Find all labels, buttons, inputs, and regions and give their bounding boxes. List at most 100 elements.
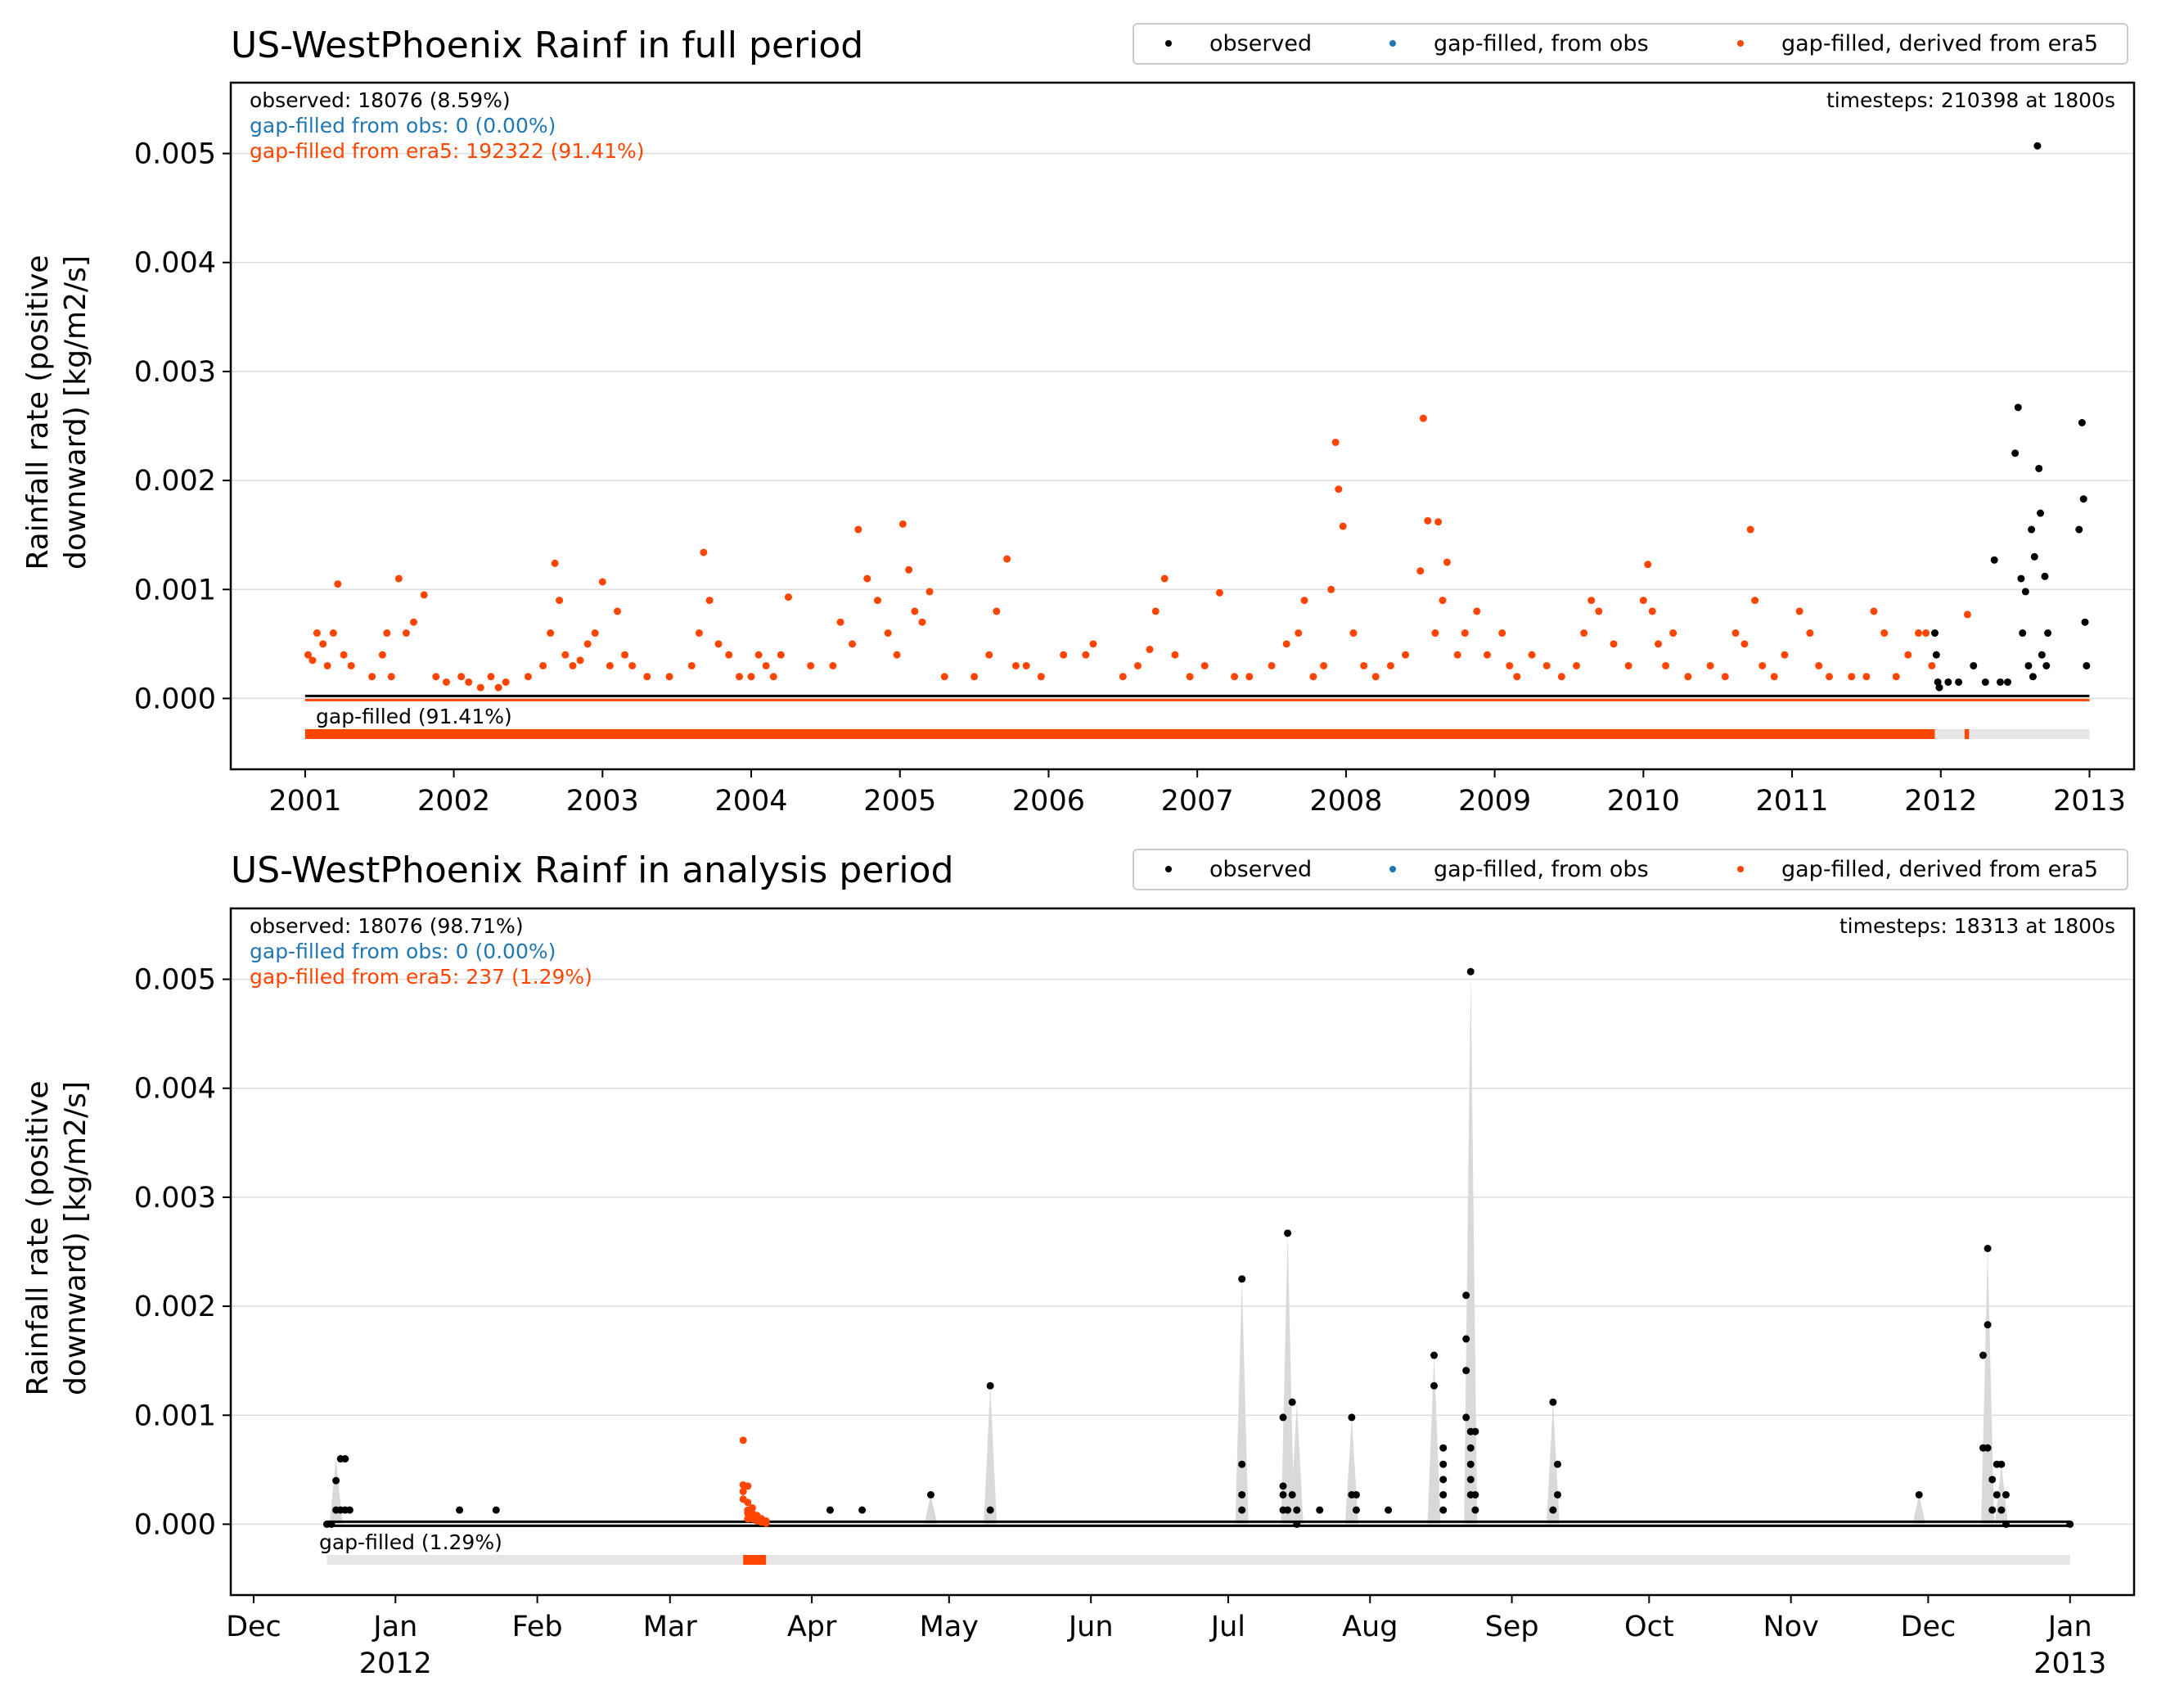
data-point-gapfilled_era5 xyxy=(884,629,892,638)
data-point-observed xyxy=(986,1381,994,1390)
data-point-gapfilled_era5 xyxy=(1770,673,1778,681)
data-point-gapfilled_era5 xyxy=(1862,673,1871,681)
data-point-gapfilled_era5 xyxy=(739,1487,747,1495)
data-point-gapfilled_era5 xyxy=(893,651,901,659)
data-point-gapfilled_era5 xyxy=(347,661,355,669)
x-tick-label: Jan xyxy=(2047,1611,2092,1643)
data-point-gapfilled_era5 xyxy=(739,1436,747,1444)
peak-shade xyxy=(924,1494,938,1525)
chart-panel-analysis-period: US-WestPhoenix Rainf in analysis period … xyxy=(21,849,2136,1680)
data-point-observed xyxy=(1293,1506,1301,1514)
data-point-observed xyxy=(2021,588,2029,596)
x-ticks: Dec Jan 2012 Feb Mar Apr May Jun Jul Aug Sep Oct Nov… xyxy=(226,1595,2106,1680)
data-point-gapfilled_era5 xyxy=(1904,651,1912,659)
x-tick-label: 2008 xyxy=(1309,785,1382,818)
data-point-gapfilled_era5 xyxy=(323,661,331,669)
x-tick-label: 2012 xyxy=(1904,785,1977,818)
data-point-observed xyxy=(345,1506,353,1514)
y-tick-label: 0.002 xyxy=(134,1291,216,1323)
gap-bar-label: gap-filled (91.41%) xyxy=(316,705,512,728)
y-tick-label: 0.001 xyxy=(134,574,216,606)
data-point-observed xyxy=(1279,1482,1287,1490)
data-point-observed xyxy=(1439,1444,1448,1452)
data-point-gapfilled_era5 xyxy=(628,661,637,669)
data-point-observed xyxy=(1439,1490,1448,1498)
data-point-observed xyxy=(1430,1351,1439,1359)
data-point-observed xyxy=(1984,1444,1992,1452)
data-point-gapfilled_era5 xyxy=(1434,518,1443,526)
x-tick-label: 2012 xyxy=(359,1647,432,1680)
data-point-gapfilled_era5 xyxy=(1639,597,1647,605)
x-tick-label: May xyxy=(920,1611,979,1643)
data-point-gapfilled_era5 xyxy=(1751,597,1759,605)
data-point-observed xyxy=(1284,1229,1292,1237)
data-point-observed xyxy=(1930,629,1939,638)
data-point-observed xyxy=(1288,1398,1296,1406)
data-point-gapfilled_era5 xyxy=(777,651,785,659)
data-point-gapfilled_era5 xyxy=(1506,661,1514,669)
data-point-gapfilled_era5 xyxy=(547,629,555,638)
x-tick-label: Aug xyxy=(1342,1611,1398,1643)
data-point-observed xyxy=(1471,1490,1479,1498)
data-point-gapfilled_era5 xyxy=(1922,629,1930,638)
x-tick-label: Sep xyxy=(1485,1611,1539,1643)
data-point-gapfilled_era5 xyxy=(985,651,993,659)
data-point-gapfilled_era5 xyxy=(313,629,321,638)
y-axis-label-line1: Rainfall rate (positive xyxy=(21,255,55,570)
x-tick-label: 2003 xyxy=(566,785,639,818)
data-point-observed xyxy=(2066,1520,2074,1528)
data-point-observed xyxy=(456,1506,464,1514)
data-point-observed xyxy=(986,1506,994,1514)
plot-frame xyxy=(229,907,2136,1597)
data-point-gapfilled_era5 xyxy=(1513,673,1521,681)
data-point-gapfilled_era5 xyxy=(925,588,934,596)
gap-bar-filled-segment xyxy=(1964,729,1970,739)
y-tick-label: 0.002 xyxy=(134,465,216,498)
data-point-gapfilled_era5 xyxy=(970,673,979,681)
data-point-gapfilled_era5 xyxy=(754,651,763,659)
data-point-gapfilled_era5 xyxy=(1848,673,1856,681)
data-point-observed xyxy=(1466,1476,1475,1484)
stats-annotations: observed: 18076 (98.71%) gap-filled from… xyxy=(250,914,2115,989)
data-point-gapfilled_era5 xyxy=(1386,661,1394,669)
baseline-line xyxy=(304,694,2090,701)
data-point-gapfilled_era5 xyxy=(569,661,577,669)
data-point-observed xyxy=(1279,1490,1287,1498)
data-point-gapfilled_era5 xyxy=(1815,661,1823,669)
data-point-gapfilled_era5 xyxy=(1740,640,1749,648)
data-point-gapfilled_era5 xyxy=(807,661,815,669)
data-point-gapfilled_era5 xyxy=(1119,673,1127,681)
data-point-gapfilled_era5 xyxy=(621,651,629,659)
x-tick-label: Oct xyxy=(1624,1611,1674,1643)
data-point-observed xyxy=(492,1506,500,1514)
legend: observed gap-filled, from obs gap-filled… xyxy=(1133,23,2128,65)
data-point-gapfilled_era5 xyxy=(1268,661,1276,669)
data-point-gapfilled_era5 xyxy=(1335,485,1343,493)
data-point-observed xyxy=(2017,575,2025,583)
data-point-gapfilled_era5 xyxy=(700,548,708,557)
data-point-observed xyxy=(2011,449,2020,457)
data-point-gapfilled_era5 xyxy=(854,525,862,534)
data-point-observed xyxy=(332,1476,340,1485)
data-point-gapfilled_era5 xyxy=(1022,661,1030,669)
x-tick-label: Feb xyxy=(512,1611,563,1643)
data-point-observed xyxy=(1981,678,1989,686)
data-point-observed xyxy=(1466,1460,1475,1468)
legend-label-gapfilled-era5: gap-filled, derived from era5 xyxy=(1781,31,2098,56)
y-gridlines xyxy=(231,978,2134,1525)
legend-label-gapfilled-era5: gap-filled, derived from era5 xyxy=(1781,857,2098,882)
data-point-gapfilled_era5 xyxy=(1327,585,1335,593)
data-point-gapfilled_era5 xyxy=(665,673,673,681)
data-point-gapfilled_era5 xyxy=(714,640,723,648)
data-point-gapfilled_era5 xyxy=(1231,673,1239,681)
data-point-observed xyxy=(1238,1275,1246,1283)
data-point-gapfilled_era5 xyxy=(1443,558,1451,566)
data-point-observed xyxy=(1553,1460,1561,1468)
y-tick-label: 0.003 xyxy=(134,1182,216,1215)
data-point-gapfilled_era5 xyxy=(1037,673,1045,681)
data-point-gapfilled_era5 xyxy=(494,683,502,692)
data-point-gapfilled_era5 xyxy=(524,673,532,681)
data-point-gapfilled_era5 xyxy=(1011,661,1020,669)
data-point-gapfilled_era5 xyxy=(1151,607,1160,615)
